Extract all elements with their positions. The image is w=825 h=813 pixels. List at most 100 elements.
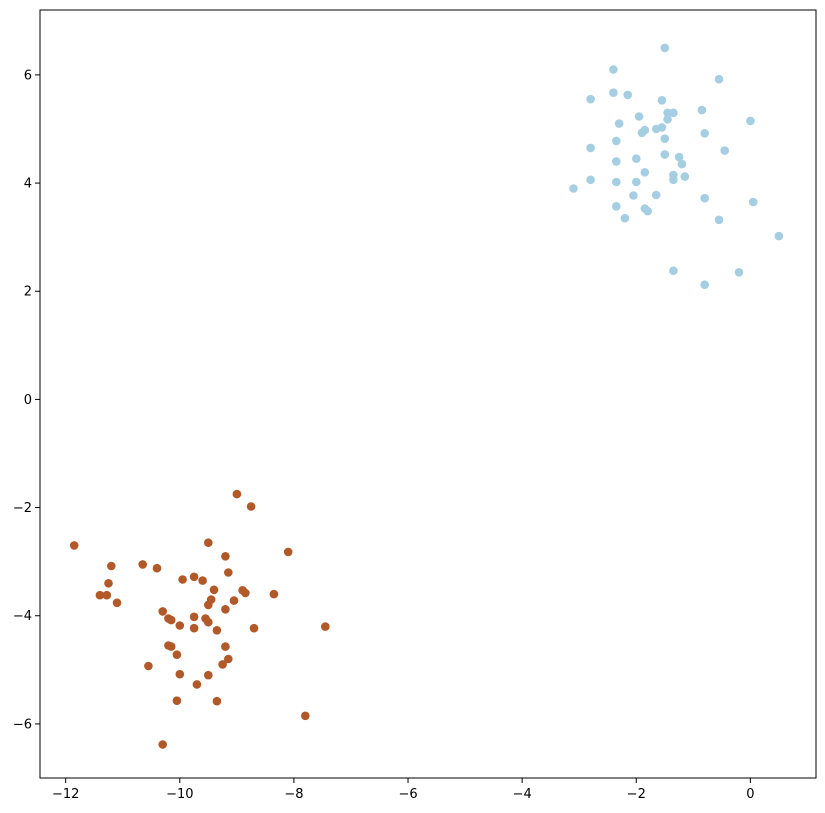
- scatter-point-s0-21: [586, 143, 595, 153]
- scatter-point-s0-3: [609, 88, 618, 97]
- y-tick-label: 2: [24, 285, 32, 300]
- scatter-point-s1-21: [229, 596, 239, 605]
- scatter-point-s0-39: [748, 197, 758, 207]
- scatter-point-s0-38: [700, 193, 709, 203]
- scatter-point-s0-36: [629, 191, 638, 200]
- axes-frame: [39, 9, 817, 779]
- scatter-point-s1-37: [166, 642, 176, 651]
- y-tick-label: −2: [13, 501, 32, 516]
- y-tick-label: −6: [13, 717, 32, 732]
- scatter-point-s1-45: [192, 680, 202, 689]
- scatter-point-s1-3: [204, 538, 213, 547]
- scatter-point-s1-46: [172, 696, 182, 705]
- scatter-point-s1-14: [209, 585, 219, 595]
- plot-area-background: [40, 10, 816, 778]
- scatter-point-s1-31: [175, 621, 185, 630]
- scatter-point-s0-48: [700, 280, 709, 290]
- scatter-point-s1-19: [269, 589, 279, 599]
- scatter-point-s0-6: [657, 96, 667, 105]
- scatter-point-s0-18: [746, 116, 755, 126]
- scatter-point-s1-11: [178, 575, 187, 584]
- scatter-point-s1-34: [249, 623, 259, 633]
- scatter-point-s0-40: [612, 202, 621, 211]
- scatter-point-s1-41: [218, 660, 227, 669]
- scatter-point-s0-34: [632, 177, 641, 187]
- scatter-point-s0-42: [643, 206, 652, 216]
- scatter-point-s0-9: [697, 105, 707, 115]
- scatter-point-s0-45: [774, 231, 784, 241]
- scatter-point-s0-35: [569, 184, 578, 193]
- scatter-point-s1-9: [224, 568, 233, 577]
- x-tick-label: −2: [627, 787, 646, 802]
- scatter-point-s1-33: [189, 623, 199, 633]
- scatter-point-s1-22: [112, 598, 122, 608]
- scatter-point-s0-17: [700, 129, 709, 138]
- scatter-point-s1-39: [172, 650, 182, 659]
- scatter-point-s0-31: [669, 175, 678, 185]
- scatter-point-s1-26: [189, 612, 199, 622]
- scatter-point-s0-2: [714, 74, 724, 84]
- x-tick-label: −8: [284, 787, 303, 802]
- scatter-point-s1-23: [204, 600, 213, 610]
- x-axis-ticks: −12 −10 −8 −6 −4 −2 0: [52, 778, 755, 802]
- scatter-point-s0-28: [640, 168, 650, 177]
- scatter-point-s0-12: [614, 119, 624, 128]
- y-tick-label: 4: [24, 177, 32, 192]
- scatter-point-s1-13: [104, 579, 113, 588]
- scatter-point-s1-5: [221, 552, 230, 561]
- scatter-point-s0-5: [586, 94, 595, 104]
- scatter-point-s1-8: [152, 563, 162, 573]
- scatter-point-s0-27: [632, 154, 641, 163]
- scatter-point-s0-1: [609, 65, 618, 74]
- x-tick-label: −10: [166, 787, 193, 802]
- scatter-point-s0-16: [637, 128, 647, 138]
- scatter-point-s1-42: [144, 661, 153, 671]
- scatter-point-s0-30: [680, 172, 690, 181]
- scatter-point-s1-48: [301, 711, 310, 721]
- scatter-point-s0-4: [623, 90, 632, 100]
- y-tick-label: 6: [24, 68, 32, 83]
- scatter-point-s1-25: [158, 607, 167, 616]
- scatter-point-s1-16: [241, 588, 250, 598]
- y-tick-label: 0: [24, 393, 32, 408]
- scatter-point-s0-10: [634, 112, 644, 121]
- scatter-point-s1-24: [221, 605, 230, 614]
- scatter-point-s0-33: [612, 177, 621, 187]
- scatter-point-s0-46: [669, 266, 678, 276]
- scatter-point-s1-38: [221, 642, 230, 651]
- scatter-point-s0-19: [660, 134, 670, 143]
- scatter-point-s0-23: [720, 146, 729, 155]
- scatter-point-s1-2: [69, 541, 79, 550]
- scatter-point-s0-22: [660, 150, 670, 159]
- scatter-point-s1-6: [138, 560, 147, 569]
- scatter-point-s1-30: [204, 617, 213, 627]
- scatter-point-s0-43: [620, 213, 630, 223]
- x-tick-label: −12: [52, 787, 79, 802]
- x-tick-label: −6: [398, 787, 417, 802]
- scatter-point-s0-26: [612, 157, 621, 166]
- scatter-point-s1-43: [175, 669, 185, 679]
- scatter-point-s1-18: [102, 590, 112, 600]
- scatter-point-s1-12: [198, 576, 207, 585]
- scatter-point-s1-29: [166, 615, 176, 625]
- scatter-point-s0-37: [651, 190, 661, 200]
- scatter-point-s1-4: [283, 547, 293, 557]
- scatter-point-s0-44: [714, 215, 724, 225]
- scatter-point-s1-47: [212, 696, 222, 706]
- scatter-point-s1-44: [204, 670, 213, 680]
- scatter-point-s0-25: [677, 159, 687, 169]
- scatter-point-s0-47: [734, 268, 744, 277]
- x-tick-label: −4: [513, 787, 532, 802]
- y-tick-label: −4: [13, 609, 32, 624]
- scatter-point-s1-7: [107, 561, 116, 571]
- scatter-point-s0-8: [669, 108, 678, 118]
- data-points: [69, 43, 784, 749]
- scatter-point-s1-17: [95, 590, 105, 600]
- scatter-point-s0-14: [651, 124, 661, 134]
- scatter-point-s0-32: [586, 175, 595, 185]
- scatter-point-s1-0: [232, 489, 242, 499]
- scatter-point-s1-32: [321, 622, 330, 631]
- scatter-point-s0-20: [612, 136, 621, 146]
- scatter-point-s1-35: [212, 626, 222, 635]
- scatter-point-s0-11: [663, 115, 672, 124]
